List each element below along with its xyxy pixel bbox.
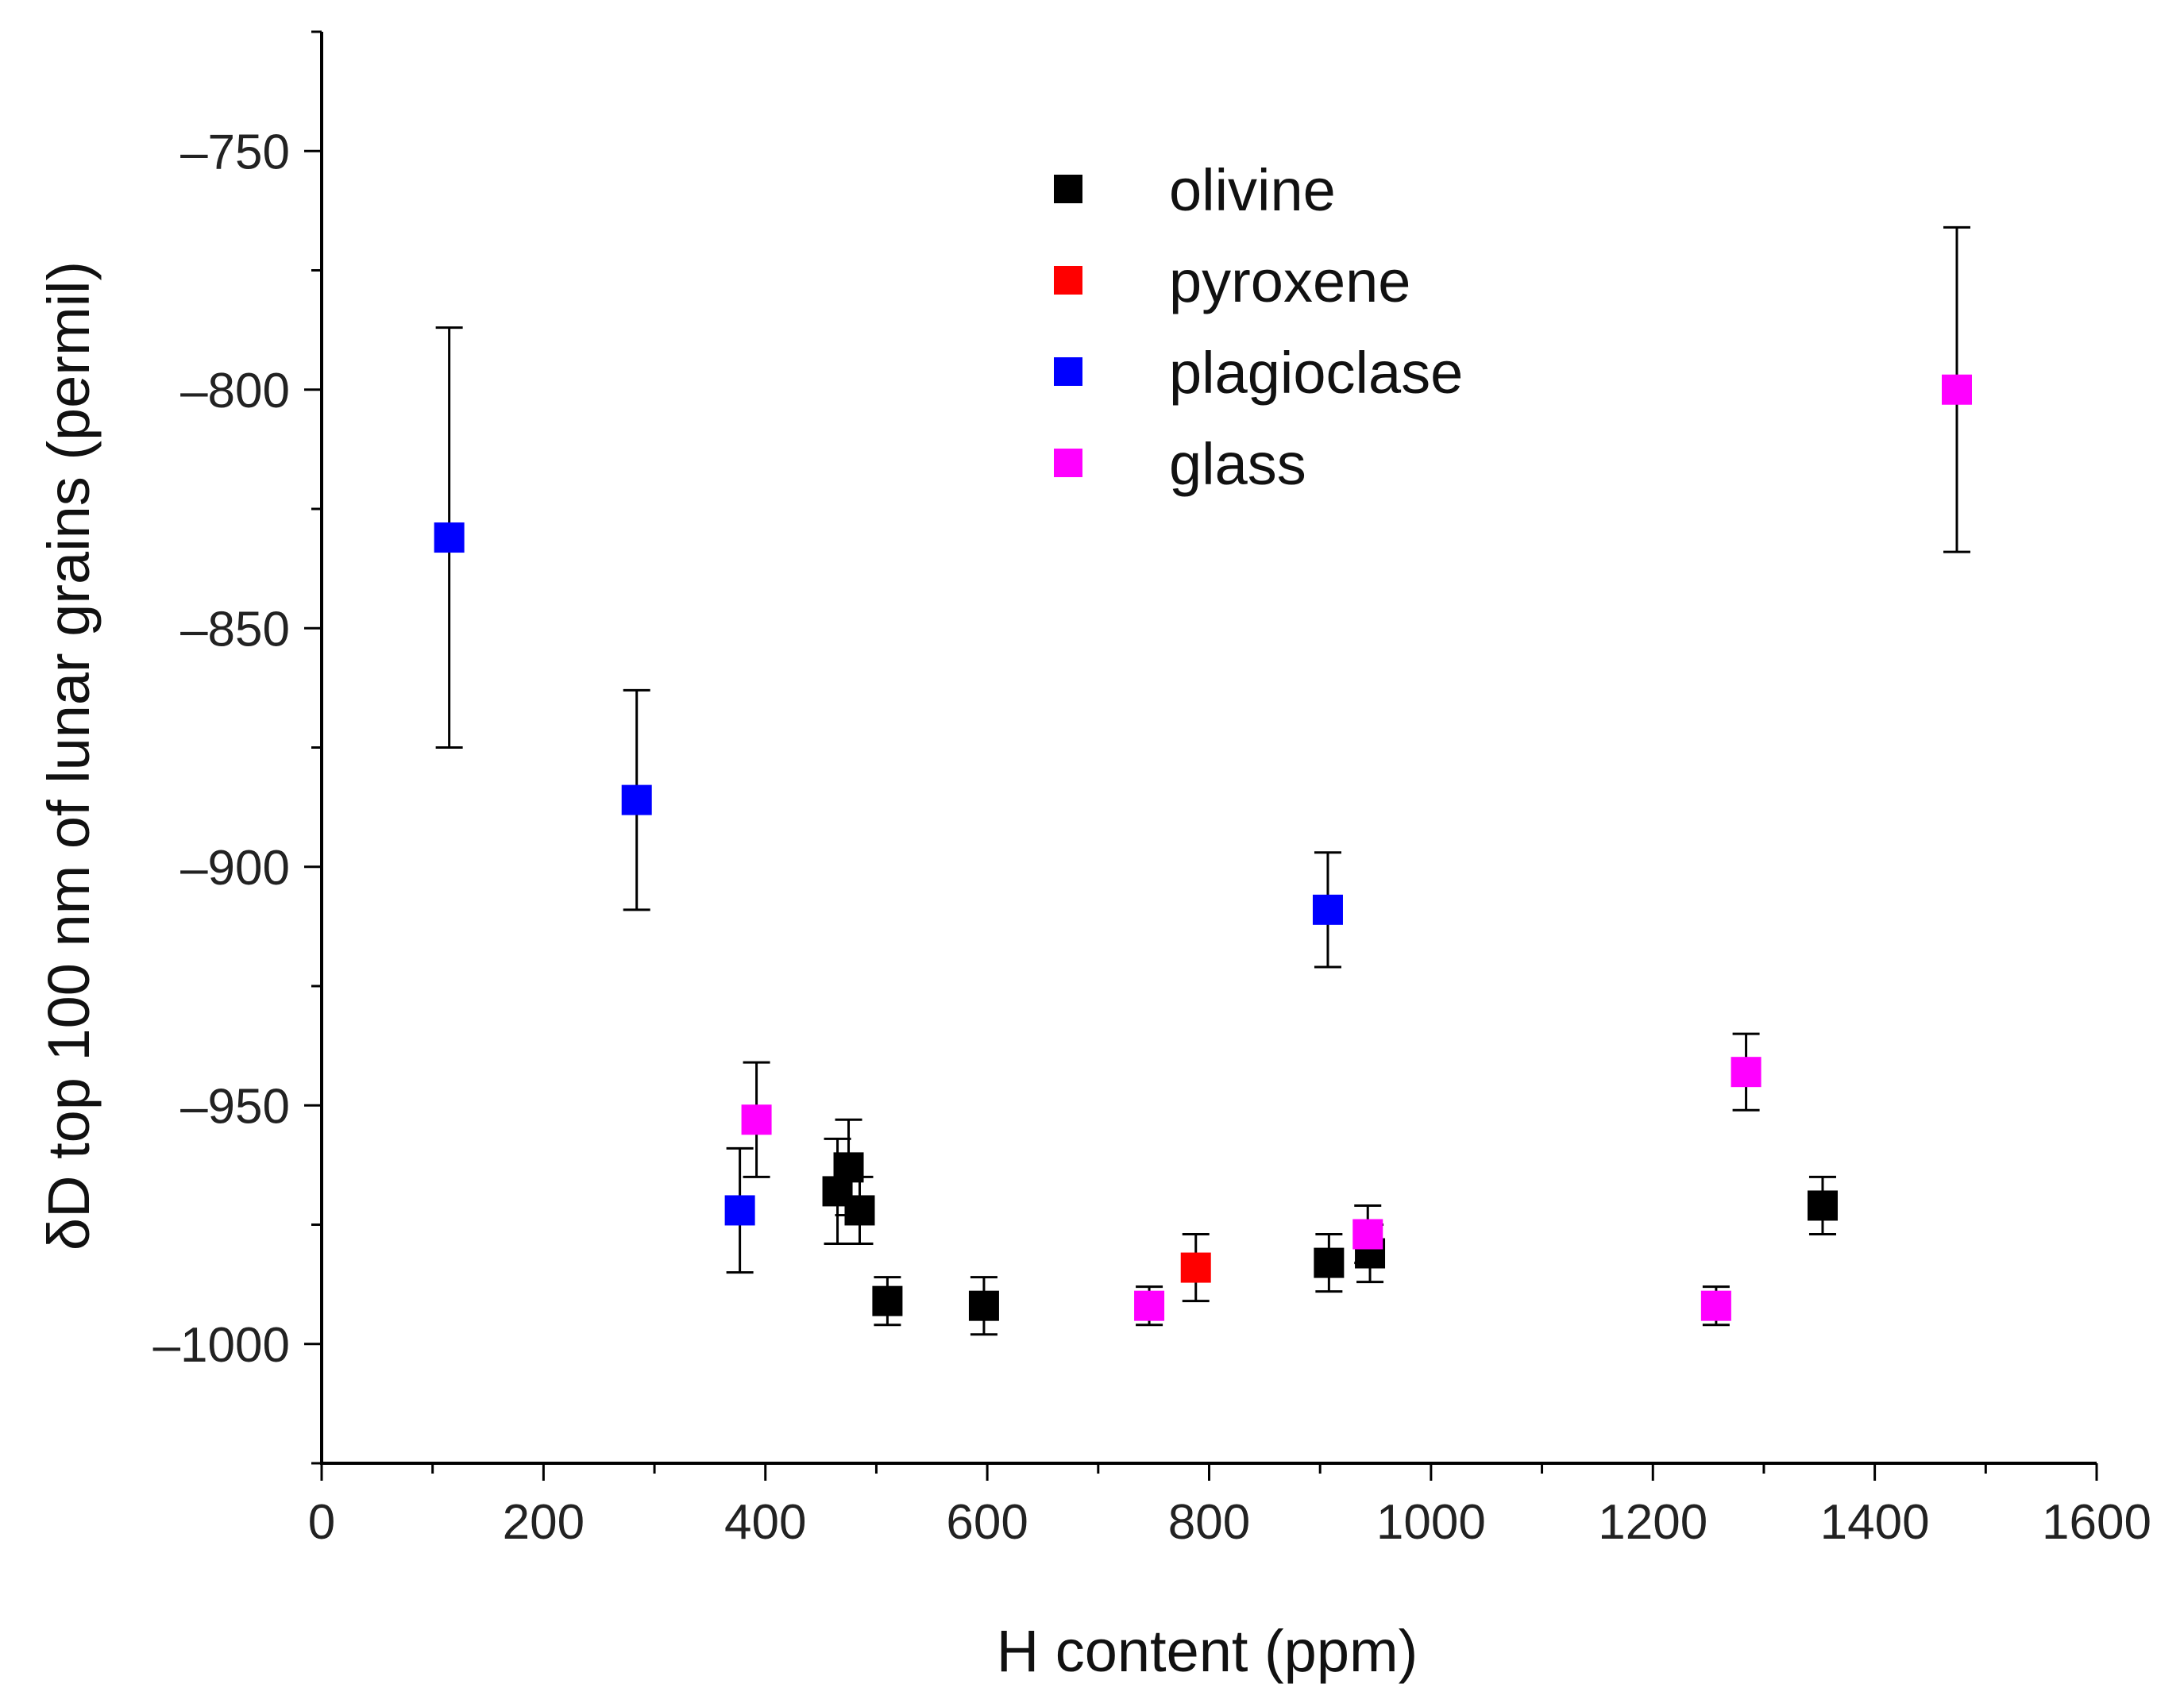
data-point-olivine bbox=[872, 1285, 903, 1316]
y-axis-title: δD top 100 nm of lunar grains (permil) bbox=[36, 261, 102, 1250]
legend-label-glass: glass bbox=[1169, 431, 1306, 497]
y-tick-label: –850 bbox=[180, 602, 290, 657]
y-tick-label: –900 bbox=[180, 841, 290, 896]
legend-marker-plagioclase bbox=[1054, 357, 1082, 386]
data-point-glass bbox=[741, 1104, 772, 1135]
data-point-olivine bbox=[844, 1195, 875, 1226]
legend-marker-pyroxene bbox=[1054, 266, 1082, 295]
data-point-plagioclase bbox=[621, 784, 652, 815]
y-tick-label: –950 bbox=[180, 1079, 290, 1134]
data-point-olivine bbox=[833, 1152, 864, 1183]
legend: olivine pyroxene plagioclase glass bbox=[1054, 157, 1463, 497]
data-point-glass bbox=[1352, 1219, 1383, 1250]
legend-label-pyroxene: pyroxene bbox=[1169, 249, 1410, 314]
x-tick-label: 1400 bbox=[1820, 1495, 1930, 1550]
legend-marker-olivine bbox=[1054, 175, 1082, 203]
x-tick-label: 1200 bbox=[1598, 1495, 1707, 1550]
data-markers bbox=[434, 374, 1972, 1321]
data-point-olivine bbox=[1314, 1247, 1345, 1278]
data-point-glass bbox=[1700, 1290, 1731, 1321]
x-tick-label: 200 bbox=[503, 1495, 585, 1550]
y-axis-ticks: –750 –800 –850 –900 –950 –1000 bbox=[153, 30, 322, 1465]
x-tick-label: 400 bbox=[724, 1495, 806, 1550]
data-point-plagioclase bbox=[724, 1195, 755, 1226]
data-point-plagioclase bbox=[1312, 894, 1343, 925]
data-point-glass bbox=[1731, 1057, 1761, 1088]
data-point-pyroxene bbox=[1180, 1252, 1211, 1283]
y-tick-label: –800 bbox=[180, 364, 290, 418]
data-point-glass bbox=[1134, 1290, 1165, 1321]
legend-marker-glass bbox=[1054, 449, 1082, 477]
x-tick-label: 1600 bbox=[2042, 1495, 2151, 1550]
data-point-glass bbox=[1941, 374, 1972, 405]
data-point-plagioclase bbox=[434, 522, 465, 553]
x-axis-ticks: 0 200 400 600 800 1000 1200 1400 1600 bbox=[308, 1463, 2151, 1550]
x-axis-title: H content (ppm) bbox=[997, 1618, 1418, 1684]
data-point-olivine bbox=[1807, 1190, 1838, 1221]
data-point-olivine bbox=[968, 1290, 999, 1321]
legend-label-olivine: olivine bbox=[1169, 157, 1336, 223]
x-tick-label: 0 bbox=[308, 1495, 335, 1550]
x-tick-label: 600 bbox=[946, 1495, 1028, 1550]
axes bbox=[320, 32, 2097, 1465]
x-tick-label: 800 bbox=[1168, 1495, 1250, 1550]
x-tick-label: 1000 bbox=[1376, 1495, 1486, 1550]
y-tick-label: –1000 bbox=[153, 1318, 290, 1373]
legend-label-plagioclase: plagioclase bbox=[1169, 340, 1463, 406]
y-tick-label: –750 bbox=[180, 125, 290, 179]
